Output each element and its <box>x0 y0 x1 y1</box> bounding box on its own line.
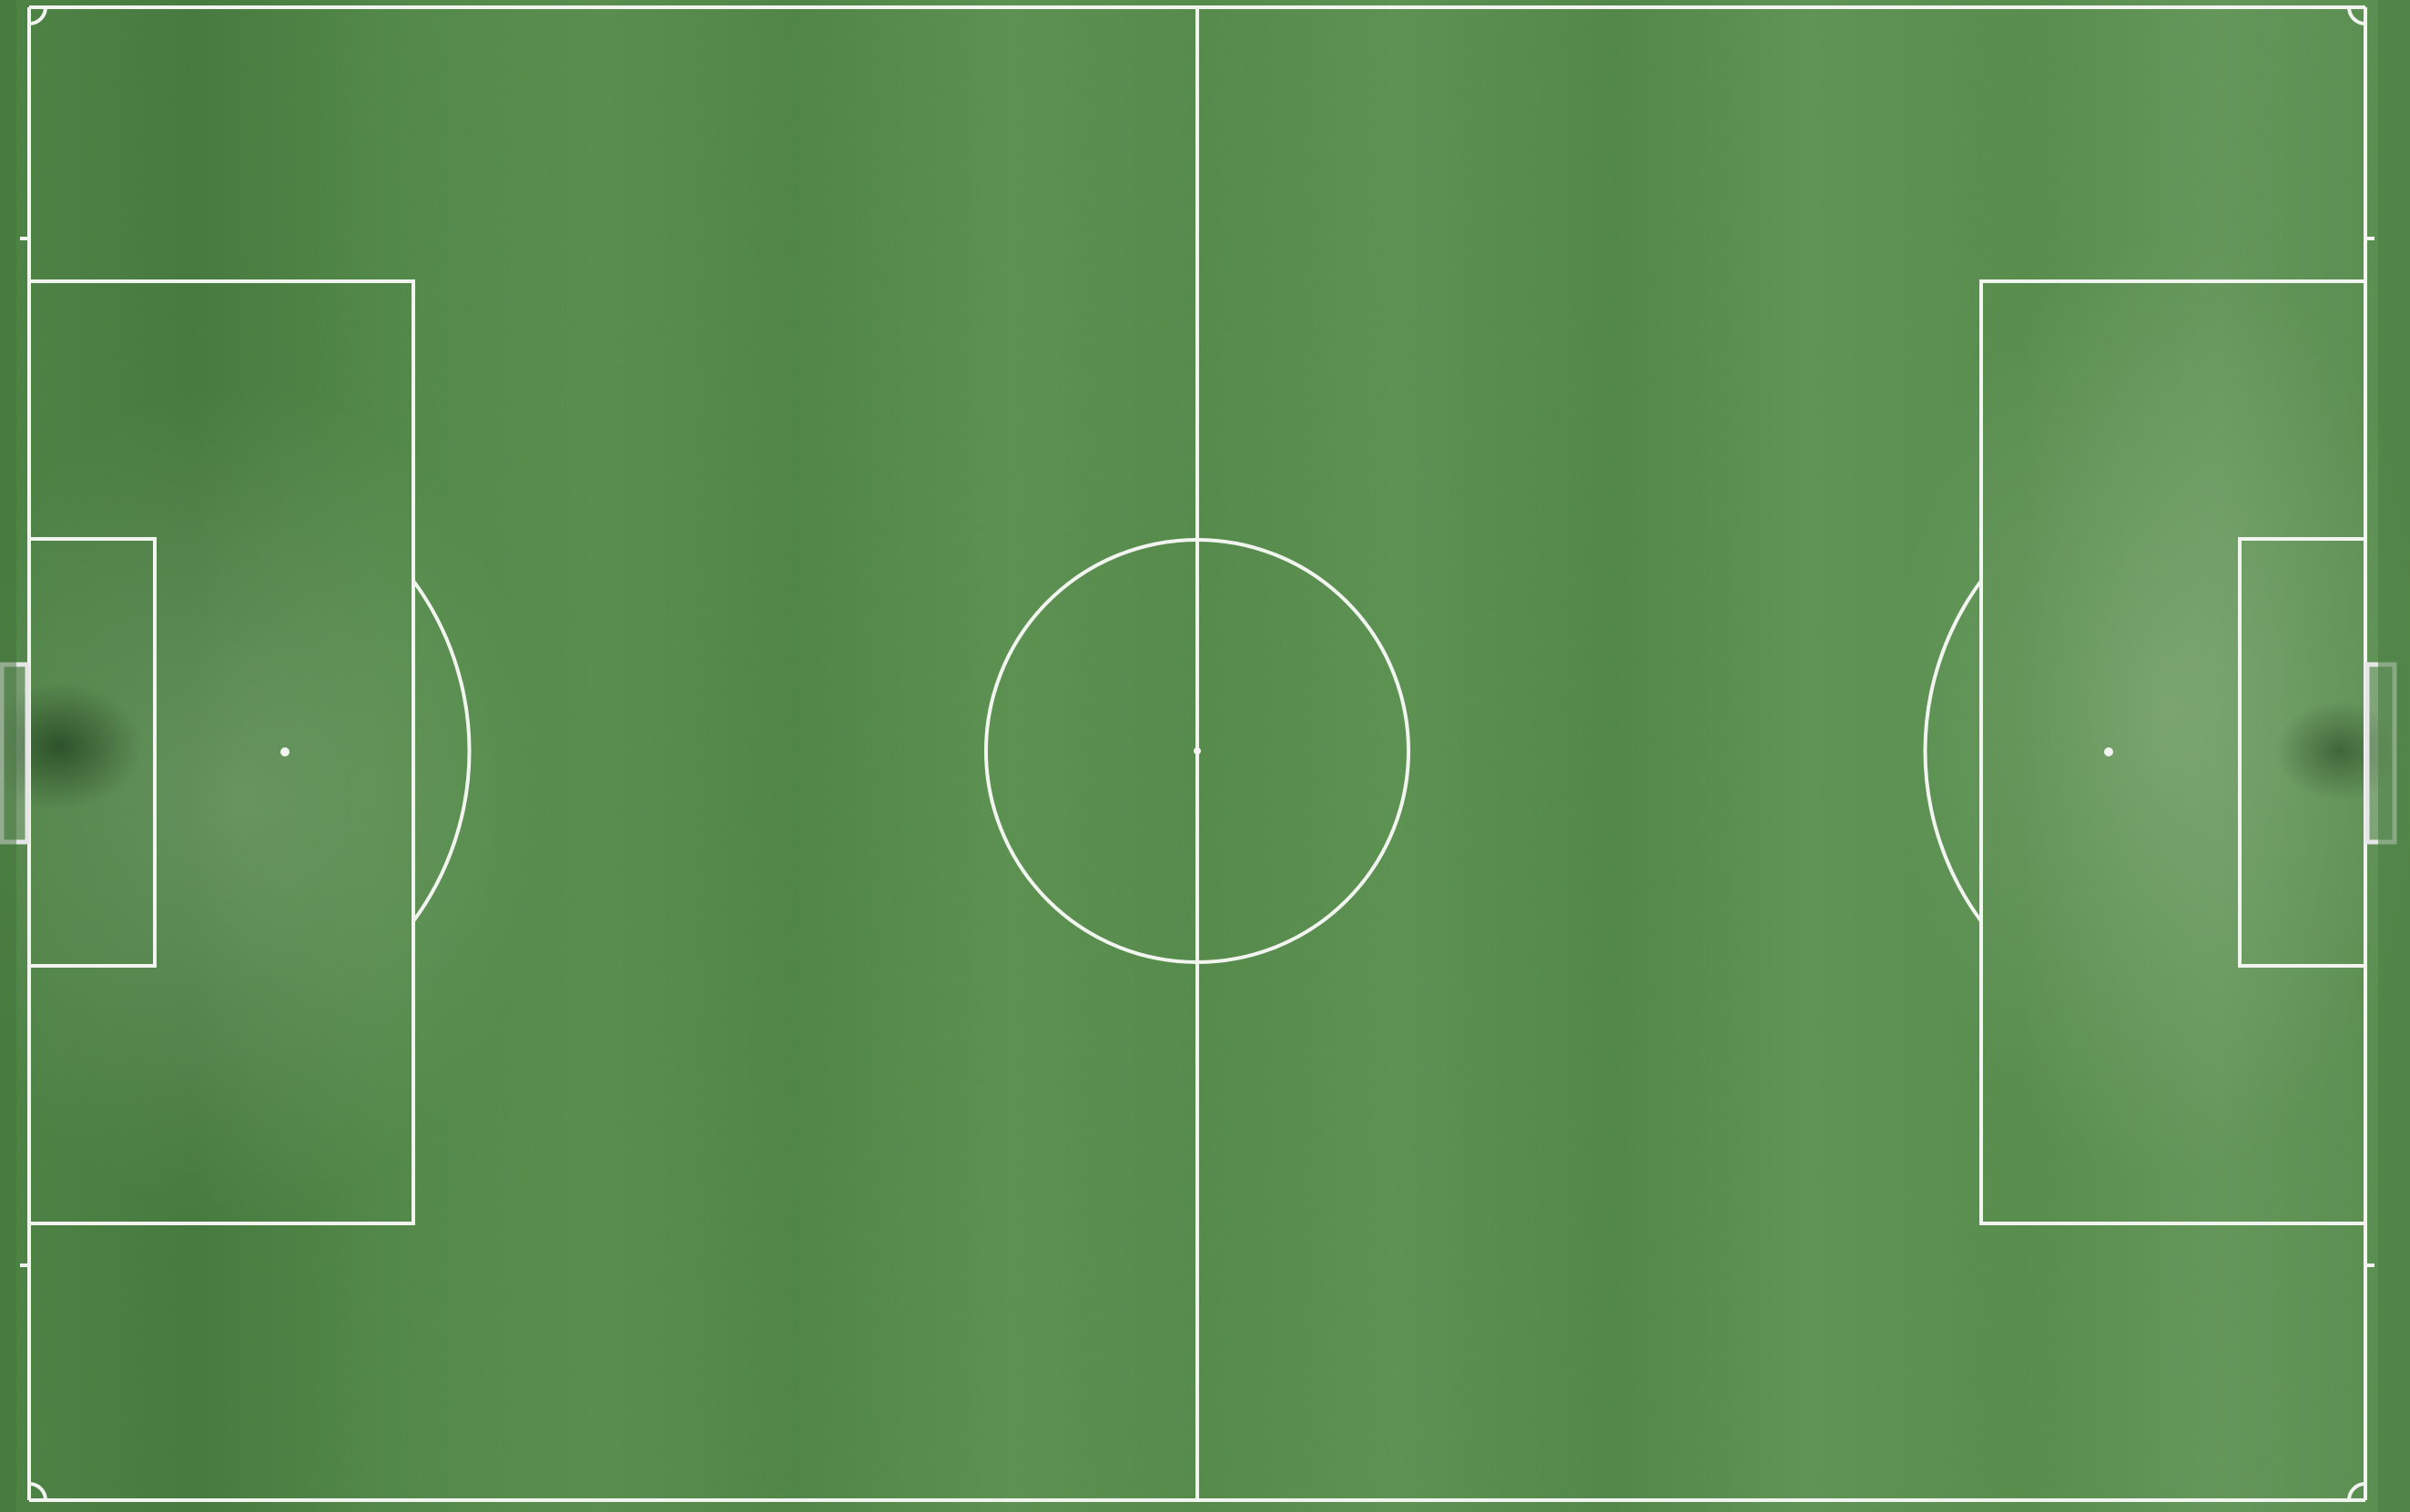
corner-arc-top-left <box>28 6 47 25</box>
penalty-arc-right <box>1923 579 1983 923</box>
center-spot <box>1194 747 1201 755</box>
penalty-spot-left <box>280 747 290 756</box>
penalty-spot-right <box>2104 747 2113 756</box>
runoff-left <box>0 0 16 1512</box>
corner-arc-bottom-left <box>28 1482 47 1501</box>
corner-arc-bottom-right <box>2347 1482 2366 1501</box>
runoff-right <box>2378 0 2410 1512</box>
glare-left <box>0 382 546 1220</box>
center-circle <box>984 538 1410 964</box>
goalmouth-wear-left <box>0 683 141 810</box>
goalmouth-wear-right <box>2276 701 2404 801</box>
penalty-arc-left <box>412 579 472 923</box>
glare-right <box>1894 237 2410 1183</box>
corner-arc-top-right <box>2347 6 2366 25</box>
